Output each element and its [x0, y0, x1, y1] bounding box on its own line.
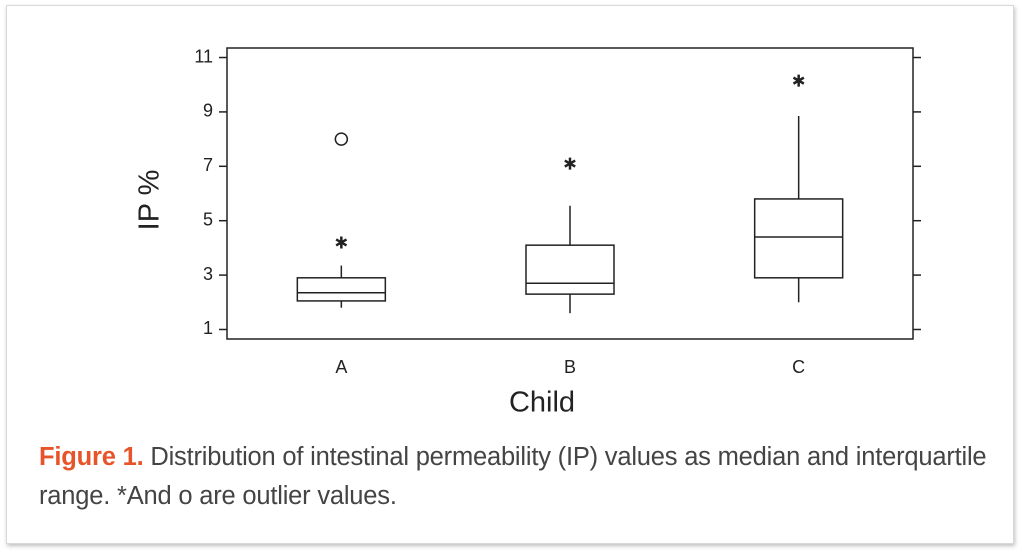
outlier-asterisk [792, 74, 805, 87]
box [753, 198, 844, 279]
figure-card: Child IP % 1 3 5 7 9 11 A B C Figure 1. Distribu… [6, 5, 1014, 544]
y-tick-label: 5 [203, 209, 213, 229]
x-axis-label: Child [509, 387, 575, 419]
outlier-asterisk [564, 157, 576, 170]
caption-label: Figure 1. [39, 443, 144, 471]
x-tick-label: B [564, 357, 576, 377]
y-tick-label: 3 [203, 264, 213, 284]
box [525, 244, 615, 295]
caption: Figure 1. Distribution of intestinal per… [39, 438, 1014, 516]
y-tick-label: 7 [203, 155, 213, 175]
y-tick-label: 1 [203, 318, 213, 338]
y-tick-label: 9 [203, 101, 213, 121]
x-tick-label: C [792, 357, 805, 377]
chart: Child IP % 1 3 5 7 9 11 A B C [134, 46, 921, 419]
y-tick-label: 11 [194, 46, 213, 66]
outlier-circle [334, 132, 349, 146]
caption-text: Distribution of intestinal permeability … [39, 443, 987, 510]
outlier-asterisk [335, 236, 348, 249]
box [296, 277, 387, 302]
x-tick-label: A [335, 357, 347, 377]
y-axis-label: IP % [134, 170, 166, 231]
plot-frame [226, 47, 914, 340]
